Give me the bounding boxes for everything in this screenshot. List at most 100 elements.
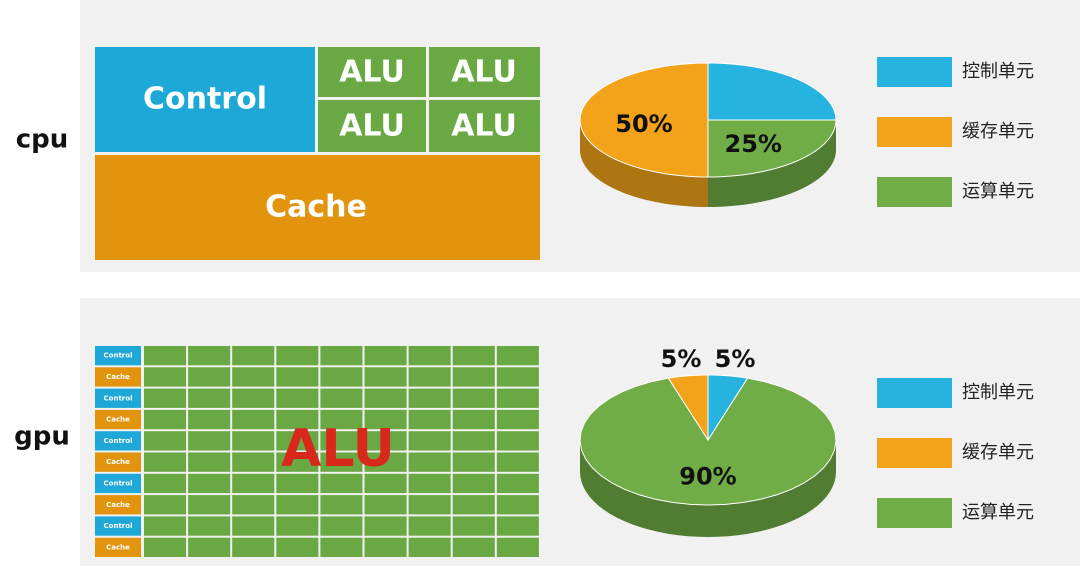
gpu-alu-cell <box>364 431 407 451</box>
pie-value-label: 90% <box>679 463 736 491</box>
gpu-alu-cell <box>232 452 275 472</box>
gpu-alu-cell <box>496 495 539 515</box>
pie-slice <box>579 377 837 506</box>
gpu-alu-cell <box>452 367 495 387</box>
gpu-alu-cell <box>408 367 451 387</box>
gpu-alu-cell <box>496 516 539 536</box>
gpu-alu-cell <box>188 495 231 515</box>
gpu-alu-cell <box>276 388 319 408</box>
cache-text: Cache <box>265 190 367 225</box>
gpu-row-head <box>95 367 141 387</box>
gpu-alu-cell <box>408 452 451 472</box>
control-block <box>95 47 315 152</box>
gpu-alu-cell <box>188 346 231 366</box>
gpu-alu-cell <box>364 516 407 536</box>
legend-label: 控制单元 <box>962 382 1034 403</box>
gpu-alu-cell <box>364 388 407 408</box>
gpu-row-text: Cache <box>106 543 130 551</box>
gpu-alu-cell <box>232 346 275 366</box>
gpu-alu-cell <box>188 367 231 387</box>
gpu-row-text: Cache <box>106 458 130 466</box>
pie-value-label: 25% <box>725 130 782 158</box>
gpu-row-head <box>95 452 141 472</box>
legend-swatch <box>877 438 952 468</box>
pie-slice <box>667 374 709 442</box>
gpu-alu-cell <box>452 346 495 366</box>
legend-swatch <box>877 177 952 207</box>
control-text: Control <box>143 82 267 117</box>
gpu-alu-cell <box>276 452 319 472</box>
gpu-alu-cell <box>408 537 451 557</box>
gpu-alu-cell <box>320 388 363 408</box>
gpu-alu-cell <box>276 516 319 536</box>
gpu-row-head <box>95 388 141 408</box>
gpu-alu-cell <box>452 495 495 515</box>
gpu-alu-cell <box>188 516 231 536</box>
pie-slice <box>707 119 837 178</box>
gpu-alu-cell <box>320 473 363 494</box>
gpu-alu-cell <box>496 452 539 472</box>
legend-label: 运算单元 <box>962 181 1034 202</box>
pie-value-label: 5% <box>715 345 756 373</box>
alu-text: ALU <box>339 55 405 90</box>
gpu-alu-cell <box>452 452 495 472</box>
gpu-row-head <box>95 431 141 451</box>
gpu-alu-cell <box>496 388 539 408</box>
gpu-alu-cell <box>320 431 363 451</box>
legend-swatch <box>877 378 952 408</box>
pie-slice <box>707 62 837 121</box>
gpu-alu-cell <box>496 537 539 557</box>
gpu-row-head <box>95 495 141 515</box>
gpu-alu-cell <box>496 409 539 430</box>
gpu-label: gpu <box>14 422 70 452</box>
pie-value-label: 50% <box>615 110 672 138</box>
gpu-alu-cell <box>408 516 451 536</box>
gpu-row-text: Control <box>104 437 133 445</box>
gpu-alu-cell <box>364 409 407 430</box>
legend-label: 运算单元 <box>962 502 1034 523</box>
gpu-alu-cell <box>232 473 275 494</box>
gpu-alu-cell <box>452 473 495 494</box>
gpu-alu-cell <box>188 473 231 494</box>
gpu-alu-cell <box>232 388 275 408</box>
gpu-row-text: Control <box>104 352 133 360</box>
gpu-alu-cell <box>452 537 495 557</box>
gpu-alu-cell <box>144 367 187 387</box>
pie-side <box>708 120 836 207</box>
gpu-alu-cell <box>188 388 231 408</box>
gpu-alu-cell <box>144 495 187 515</box>
gpu-alu-text: ALU <box>281 419 395 479</box>
gpu-alu-cell <box>320 516 363 536</box>
alu-text: ALU <box>339 109 405 144</box>
gpu-row-text: Cache <box>106 373 130 381</box>
legend-label: 控制单元 <box>962 61 1034 82</box>
gpu-alu-cell <box>276 537 319 557</box>
gpu-alu-cell <box>496 346 539 366</box>
pie-side <box>580 120 708 207</box>
gpu-alu-cell <box>144 388 187 408</box>
gpu-alu-cell <box>408 409 451 430</box>
legend-swatch <box>877 498 952 528</box>
alu-block <box>429 100 540 152</box>
gpu-alu-cell <box>232 537 275 557</box>
alu-block <box>318 47 426 97</box>
gpu-alu-cell <box>408 346 451 366</box>
gpu-alu-cell <box>188 452 231 472</box>
legend-swatch <box>877 57 952 87</box>
gpu-alu-cell <box>452 388 495 408</box>
gpu-alu-cell <box>276 473 319 494</box>
gpu-row-text: Cache <box>106 501 130 509</box>
gpu-alu-cell <box>144 473 187 494</box>
gpu-row-head <box>95 409 141 430</box>
gpu-alu-cell <box>364 452 407 472</box>
gpu-alu-cell <box>452 409 495 430</box>
gpu-alu-cell <box>232 367 275 387</box>
gpu-row-text: Control <box>104 522 133 530</box>
gpu-alu-cell <box>232 431 275 451</box>
pie-value-label: 5% <box>661 345 702 373</box>
gpu-alu-cell <box>364 537 407 557</box>
legend-label: 缓存单元 <box>962 121 1034 142</box>
gpu-alu-cell <box>364 495 407 515</box>
alu-block <box>429 47 540 97</box>
